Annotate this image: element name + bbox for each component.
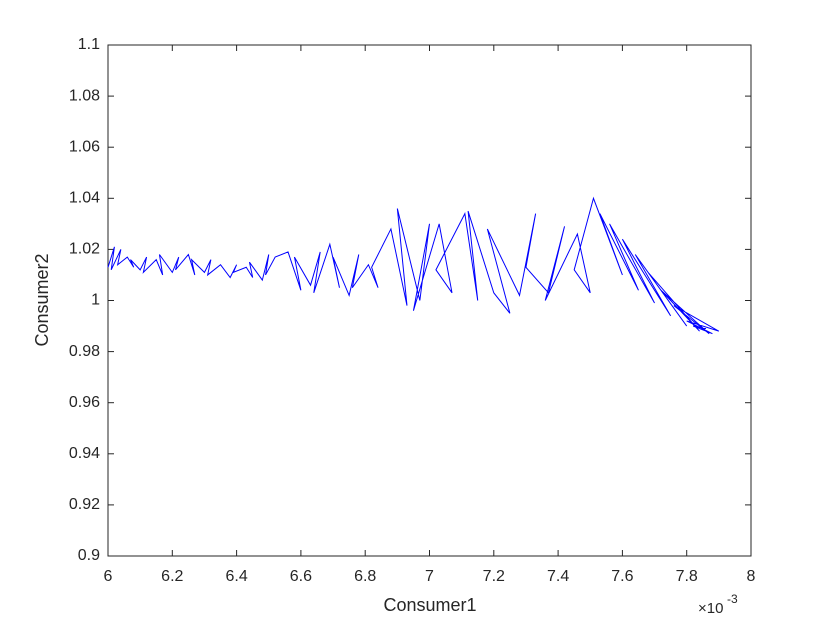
y-tick-label: 1.04 bbox=[69, 190, 100, 207]
x-tick-label: 6.2 bbox=[161, 568, 183, 585]
x-tick-label: 6.4 bbox=[225, 568, 247, 585]
y-tick-label: 0.94 bbox=[69, 445, 100, 462]
y-tick-label: 1.02 bbox=[69, 241, 100, 258]
x-multiplier-exponent: -3 bbox=[727, 592, 738, 606]
y-tick-label: 1.06 bbox=[69, 138, 100, 155]
x-tick-label: 6.6 bbox=[290, 568, 312, 585]
y-tick-label: 0.9 bbox=[78, 547, 100, 564]
y-axis-label: Consumer2 bbox=[32, 253, 52, 346]
y-tick-label: 0.98 bbox=[69, 343, 100, 360]
y-tick-label: 1.1 bbox=[78, 36, 100, 53]
data-line bbox=[107, 196, 720, 335]
x-multiplier: ×10 bbox=[698, 600, 723, 617]
x-tick-label: 6.8 bbox=[354, 568, 376, 585]
x-tick-label: 8 bbox=[747, 568, 756, 585]
y-tick-label: 0.96 bbox=[69, 394, 100, 411]
x-tick-label: 7.6 bbox=[611, 568, 633, 585]
x-tick-label: 7.2 bbox=[483, 568, 505, 585]
x-tick-label: 7 bbox=[425, 568, 434, 585]
x-tick-label: 7.8 bbox=[676, 568, 698, 585]
y-tick-label: 1.08 bbox=[69, 87, 100, 104]
x-tick-label: 6 bbox=[104, 568, 113, 585]
y-tick-label: 0.92 bbox=[69, 496, 100, 513]
x-axis-label: Consumer1 bbox=[383, 595, 476, 615]
x-tick-label: 7.4 bbox=[547, 568, 569, 585]
y-tick-label: 1 bbox=[91, 292, 100, 309]
